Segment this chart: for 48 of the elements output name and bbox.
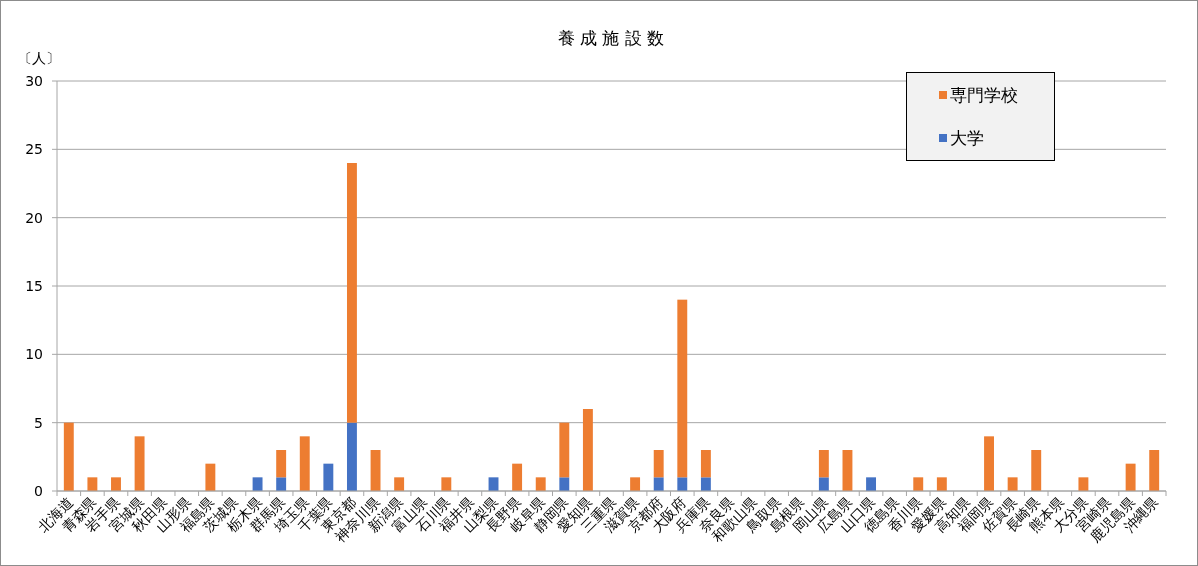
bar <box>205 463 216 491</box>
bar <box>346 163 357 423</box>
bar <box>700 477 711 491</box>
legend-label: 大学 <box>950 127 984 148</box>
bar <box>276 477 287 491</box>
bar <box>87 477 98 491</box>
bar <box>818 477 829 491</box>
bar <box>346 422 357 491</box>
y-tick-label: 15 <box>25 277 43 294</box>
bar <box>441 477 452 491</box>
bar <box>1078 477 1089 491</box>
bar <box>653 450 664 478</box>
chart-title: 養 成 施 設 数 <box>557 28 665 48</box>
bar <box>252 477 263 491</box>
bar <box>512 463 523 491</box>
bar <box>63 422 74 491</box>
bar <box>535 477 546 491</box>
bar <box>866 477 877 491</box>
y-tick-label: 25 <box>25 141 43 158</box>
legend-label: 専門学校 <box>950 84 1018 105</box>
bar <box>653 477 664 491</box>
bar <box>134 436 145 491</box>
y-tick-label: 30 <box>25 72 43 89</box>
bar <box>677 477 688 491</box>
bar <box>582 409 593 491</box>
bar <box>936 477 947 491</box>
bar <box>299 436 310 491</box>
bar <box>111 477 121 491</box>
bar <box>630 477 641 491</box>
bar <box>276 450 287 478</box>
bar <box>559 477 570 491</box>
bar <box>984 436 994 491</box>
bar <box>559 422 570 478</box>
y-axis-title: 〔人〕 <box>18 50 60 66</box>
bar <box>1007 477 1018 491</box>
y-tick-label: 20 <box>25 209 43 226</box>
bar <box>700 450 711 478</box>
y-tick-label: 0 <box>34 482 43 499</box>
bar <box>677 299 688 478</box>
bar <box>323 463 334 491</box>
y-tick-label: 5 <box>34 414 43 431</box>
bar <box>1031 450 1042 491</box>
bar <box>913 477 924 491</box>
bar <box>1125 463 1136 491</box>
bar <box>818 450 829 478</box>
y-tick-label: 10 <box>25 346 43 363</box>
bar <box>1149 450 1160 491</box>
bar <box>394 477 405 491</box>
